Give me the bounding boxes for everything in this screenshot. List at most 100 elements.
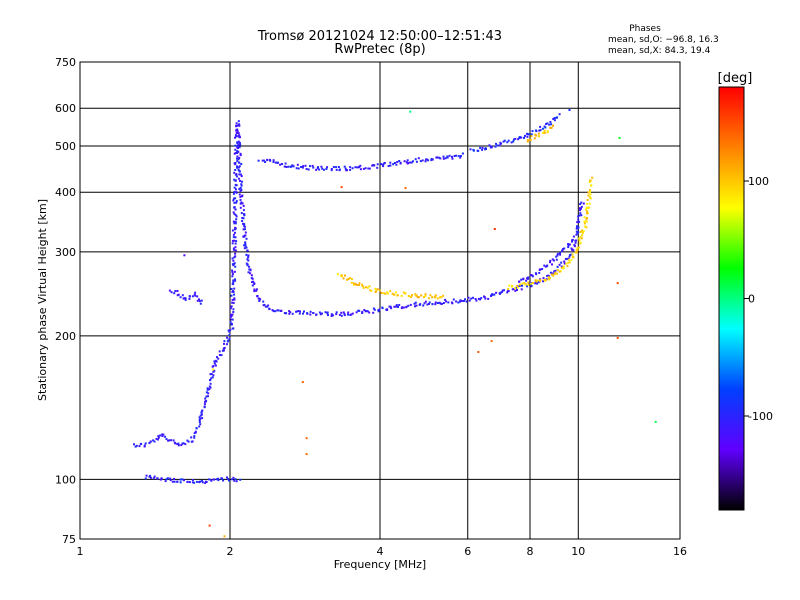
echo-point [340, 314, 343, 317]
echo-point [232, 248, 235, 251]
echo-point [217, 357, 220, 360]
echo-point [223, 342, 225, 345]
echo-point [502, 140, 505, 143]
echo-point [397, 306, 399, 308]
echo-point [576, 247, 579, 250]
echo-point [565, 262, 568, 265]
echo-point [383, 162, 386, 164]
echo-point [350, 313, 353, 316]
echo-point [247, 254, 250, 257]
echo-point [236, 160, 239, 163]
echo-point [460, 300, 463, 302]
echo-point [301, 381, 304, 383]
echo-point [239, 478, 242, 481]
echo-point [176, 290, 179, 292]
echo-point [245, 237, 248, 240]
echo-point [234, 246, 237, 249]
echo-point [549, 271, 552, 274]
echo-point [616, 336, 619, 339]
echo-point [342, 311, 345, 314]
echo-point [553, 119, 556, 122]
echo-point [240, 184, 243, 187]
echo-point [439, 302, 442, 305]
echo-point [349, 166, 352, 169]
echo-point [346, 278, 348, 281]
echo-point [507, 290, 510, 293]
echo-point [239, 154, 242, 157]
echo-point [562, 248, 564, 251]
echo-point [164, 480, 167, 483]
echo-point [287, 165, 290, 168]
echo-point [209, 382, 212, 385]
echo-point [279, 310, 282, 312]
echo-point [236, 152, 239, 154]
echo-point [297, 167, 300, 170]
echo-point [237, 134, 240, 137]
echo-point [347, 278, 350, 280]
echo-point [234, 220, 237, 223]
echo-point [335, 166, 338, 169]
echo-point [209, 373, 212, 376]
echo-point [446, 155, 449, 158]
echo-point [539, 125, 542, 128]
echo-point [580, 237, 583, 240]
echo-point [233, 270, 236, 273]
echo-point [579, 230, 582, 233]
echo-point [252, 280, 255, 283]
echo-point [347, 311, 350, 314]
echo-point [590, 184, 593, 187]
echo-point [410, 161, 413, 164]
echo-point [431, 303, 434, 306]
echo-point [232, 311, 235, 313]
echo-point [195, 480, 198, 483]
echo-point [513, 287, 516, 290]
echo-point [581, 234, 584, 237]
echo-point [362, 167, 365, 170]
echo-point [483, 296, 486, 299]
echo-point [274, 310, 277, 313]
echo-point [257, 159, 260, 162]
echo-point [440, 296, 443, 298]
echo-point [248, 265, 251, 268]
echo-point [176, 294, 179, 297]
echo-point [537, 132, 540, 135]
echo-point [300, 166, 303, 168]
echo-point [541, 127, 544, 130]
echo-point [586, 217, 588, 219]
echo-point [217, 479, 220, 482]
echo-point [350, 278, 353, 281]
echo-point [358, 284, 360, 286]
echo-point [586, 212, 588, 215]
echo-point [307, 168, 310, 171]
echo-point [563, 262, 566, 265]
echo-point [234, 242, 237, 245]
echo-point [322, 168, 325, 171]
echo-point [589, 197, 592, 200]
echo-point [229, 329, 232, 332]
colorbar-ramp [718, 86, 745, 511]
y-tick-label: 200 [55, 330, 76, 343]
echo-point [387, 165, 390, 167]
echo-point [582, 202, 585, 205]
echo-point [575, 251, 578, 254]
echo-point [377, 310, 380, 313]
echo-point [237, 147, 239, 149]
echo-point [518, 280, 521, 283]
echo-point [550, 126, 553, 129]
echo-point [321, 312, 323, 315]
echo-point [408, 295, 411, 298]
echo-point [554, 269, 557, 272]
echo-point [234, 265, 237, 268]
echo-point [199, 480, 201, 483]
echo-point [223, 340, 226, 343]
echo-point [407, 162, 410, 164]
echo-point [448, 154, 451, 157]
echo-point [207, 395, 209, 398]
echo-point [253, 290, 256, 293]
echo-point [144, 442, 147, 445]
echo-point [243, 244, 246, 247]
echo-point [427, 303, 430, 305]
echo-point [332, 166, 335, 168]
echo-point [222, 349, 225, 352]
echo-point [227, 329, 230, 332]
